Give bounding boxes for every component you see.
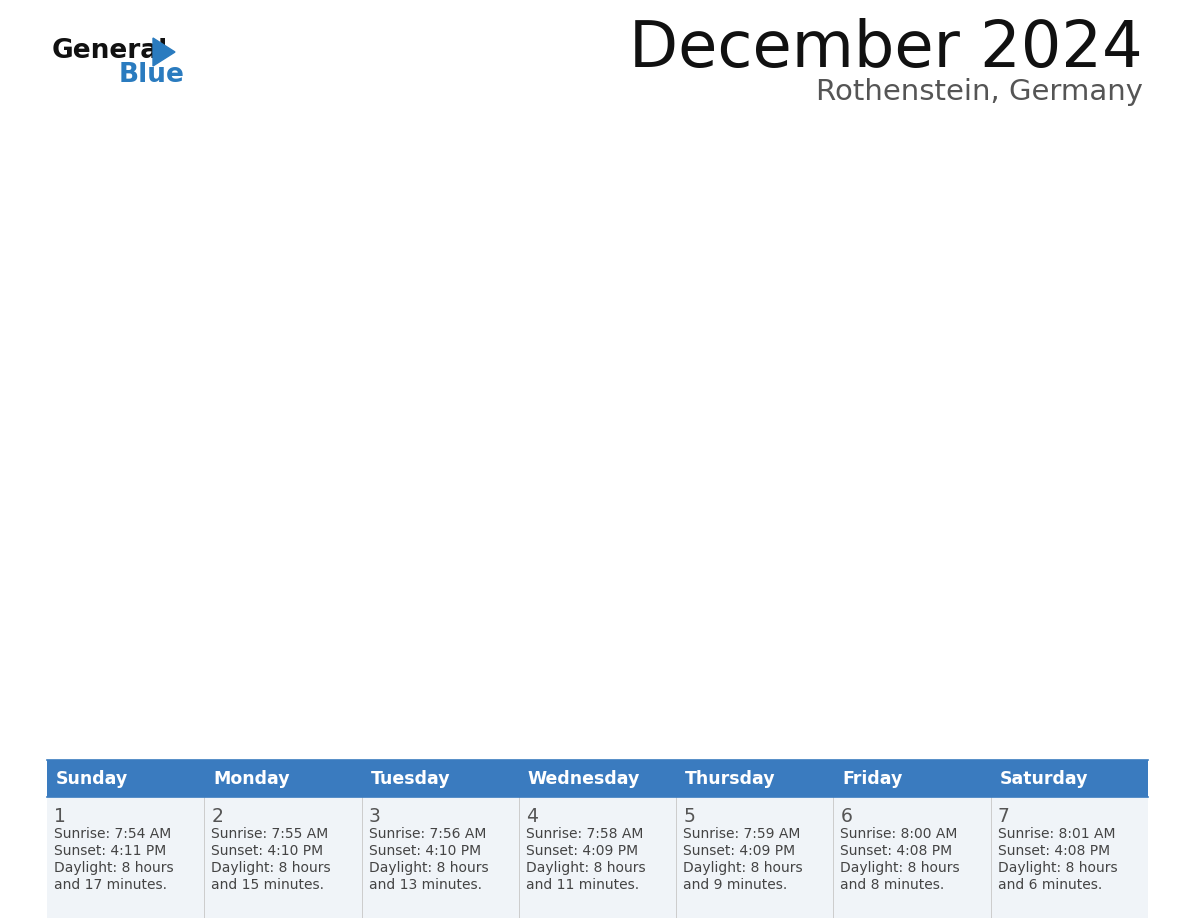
Text: 7: 7 [998, 807, 1010, 826]
Text: Saturday: Saturday [1000, 769, 1088, 788]
Text: General: General [52, 38, 169, 64]
Text: Blue: Blue [119, 62, 185, 88]
Text: Sunset: 4:09 PM: Sunset: 4:09 PM [526, 844, 638, 858]
Text: Sunset: 4:09 PM: Sunset: 4:09 PM [683, 844, 795, 858]
Bar [834, 760, 991, 797]
Text: Sunset: 4:10 PM: Sunset: 4:10 PM [211, 844, 323, 858]
Text: and 11 minutes.: and 11 minutes. [526, 878, 639, 892]
Text: 1: 1 [53, 807, 65, 826]
Text: Monday: Monday [214, 769, 290, 788]
Text: Daylight: 8 hours: Daylight: 8 hours [368, 861, 488, 875]
Text: Daylight: 8 hours: Daylight: 8 hours [840, 861, 960, 875]
Text: Friday: Friday [842, 769, 903, 788]
Text: and 13 minutes.: and 13 minutes. [368, 878, 481, 892]
Text: Thursday: Thursday [685, 769, 776, 788]
Text: Daylight: 8 hours: Daylight: 8 hours [526, 861, 645, 875]
Text: Sunday: Sunday [56, 769, 128, 788]
Text: Sunrise: 7:58 AM: Sunrise: 7:58 AM [526, 827, 643, 841]
Text: Sunrise: 8:00 AM: Sunrise: 8:00 AM [840, 827, 958, 841]
Text: and 6 minutes.: and 6 minutes. [998, 878, 1102, 892]
Text: Wednesday: Wednesday [527, 769, 640, 788]
Text: and 15 minutes.: and 15 minutes. [211, 878, 324, 892]
Text: Sunrise: 7:54 AM: Sunrise: 7:54 AM [53, 827, 171, 841]
Text: 2: 2 [211, 807, 223, 826]
Text: and 17 minutes.: and 17 minutes. [53, 878, 168, 892]
Text: Sunset: 4:11 PM: Sunset: 4:11 PM [53, 844, 166, 858]
Text: Tuesday: Tuesday [371, 769, 450, 788]
Bar [48, 760, 204, 797]
Text: Sunrise: 7:55 AM: Sunrise: 7:55 AM [211, 827, 329, 841]
Bar [48, 797, 1148, 918]
Bar [676, 760, 834, 797]
Bar [204, 760, 361, 797]
Text: Sunset: 4:08 PM: Sunset: 4:08 PM [840, 844, 953, 858]
Bar [519, 760, 676, 797]
Text: and 9 minutes.: and 9 minutes. [683, 878, 788, 892]
Text: Daylight: 8 hours: Daylight: 8 hours [998, 861, 1118, 875]
Text: Daylight: 8 hours: Daylight: 8 hours [683, 861, 803, 875]
Polygon shape [153, 38, 175, 66]
Text: Sunset: 4:10 PM: Sunset: 4:10 PM [368, 844, 481, 858]
Text: Daylight: 8 hours: Daylight: 8 hours [53, 861, 173, 875]
Text: December 2024: December 2024 [630, 18, 1143, 80]
Text: Sunrise: 7:56 AM: Sunrise: 7:56 AM [368, 827, 486, 841]
Text: 5: 5 [683, 807, 695, 826]
Text: Sunset: 4:08 PM: Sunset: 4:08 PM [998, 844, 1110, 858]
Text: 4: 4 [526, 807, 538, 826]
Text: Rothenstein, Germany: Rothenstein, Germany [816, 78, 1143, 106]
Bar [361, 760, 519, 797]
Text: Sunrise: 7:59 AM: Sunrise: 7:59 AM [683, 827, 801, 841]
Text: Sunrise: 8:01 AM: Sunrise: 8:01 AM [998, 827, 1116, 841]
Text: Daylight: 8 hours: Daylight: 8 hours [211, 861, 331, 875]
Text: 6: 6 [840, 807, 852, 826]
Bar [991, 760, 1148, 797]
Text: and 8 minutes.: and 8 minutes. [840, 878, 944, 892]
Text: 3: 3 [368, 807, 380, 826]
